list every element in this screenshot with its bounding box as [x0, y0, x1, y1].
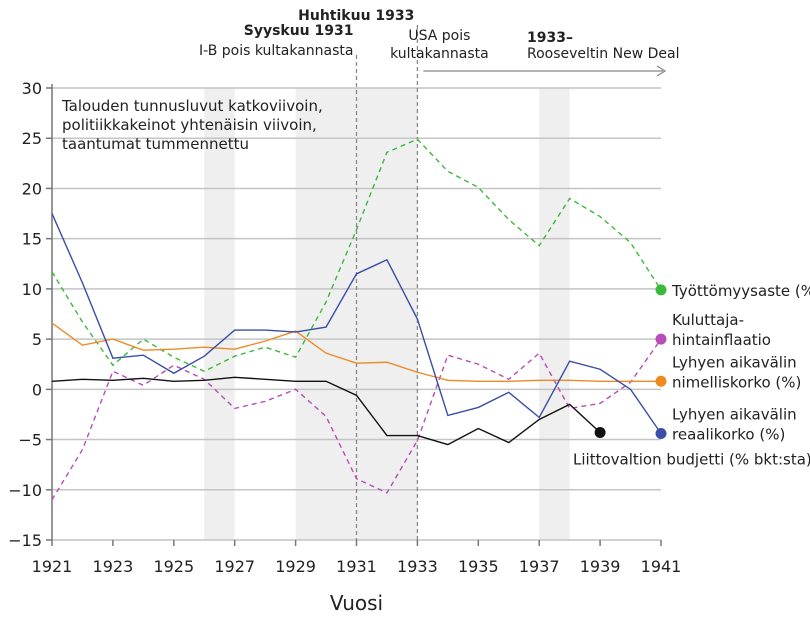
- event-text: I-B pois kultakannasta: [199, 43, 353, 59]
- x-tick-label: 1931: [336, 557, 377, 576]
- series-label: nimelliskorko (%): [672, 373, 801, 391]
- x-tick-label: 1933: [397, 557, 438, 576]
- arrow-text: Rooseveltin New Deal: [527, 46, 679, 62]
- series-end-marker: [655, 284, 667, 296]
- y-tick-label: 5: [32, 330, 42, 349]
- x-tick-label: 1923: [93, 557, 134, 576]
- y-tick-label: −10: [8, 481, 42, 500]
- y-tick-label: −5: [18, 431, 42, 450]
- series-end-marker: [655, 375, 667, 387]
- event-title: Syyskuu 1931: [244, 23, 354, 39]
- event-title: Huhtikuu 1933: [298, 8, 414, 24]
- series-label: Työttömyysaste (%): [671, 282, 810, 300]
- series-end-marker: [655, 428, 667, 440]
- series-line: [51, 376, 601, 446]
- series-label: reaalikorko (%): [672, 426, 785, 444]
- series-label: Lyhyen aikavälin: [672, 406, 797, 424]
- x-tick-label: 1925: [153, 557, 194, 576]
- x-tick-label: 1937: [519, 557, 560, 576]
- series-line: [51, 138, 662, 373]
- recession-band: [204, 88, 235, 540]
- series-label: Kuluttaja-: [672, 311, 744, 329]
- y-tick-label: −15: [8, 531, 42, 550]
- event-text: USA pois: [408, 28, 470, 44]
- x-tick-label: 1941: [641, 557, 682, 576]
- x-tick-label: 1929: [275, 557, 316, 576]
- y-tick-label: 30: [22, 79, 42, 98]
- series-end-marker: [655, 333, 667, 345]
- x-tick-label: 1939: [580, 557, 621, 576]
- series-label: Lyhyen aikavälin: [672, 353, 797, 371]
- y-tick-label: 15: [22, 230, 42, 249]
- series-end-marker: [594, 427, 606, 439]
- series-label: Liittovaltion budjetti (% bkt:sta): [573, 451, 810, 469]
- series-label: hintainflaatio: [672, 331, 771, 349]
- event-text: kultakannasta: [390, 46, 489, 62]
- arrow-head-icon: [656, 65, 667, 77]
- y-tick-label: 10: [22, 280, 42, 299]
- chart-note: politiikkakeinot yhtenäisin viivoin,: [62, 116, 317, 134]
- y-tick-label: 20: [22, 179, 42, 198]
- series-line: [51, 338, 662, 501]
- x-axis-label: Vuosi: [330, 591, 383, 615]
- x-tick-label: 1935: [458, 557, 499, 576]
- series-line: [51, 213, 662, 434]
- y-tick-label: 0: [32, 380, 42, 399]
- x-tick-label: 1921: [32, 557, 73, 576]
- recession-band: [539, 88, 570, 540]
- arrow-title: 1933–: [527, 30, 573, 46]
- y-tick-label: 25: [22, 129, 42, 148]
- x-tick-label: 1927: [214, 557, 255, 576]
- chart-note: taantumat tummennettu: [62, 135, 249, 153]
- chart-note: Talouden tunnusluvut katkoviivoin,: [61, 97, 323, 115]
